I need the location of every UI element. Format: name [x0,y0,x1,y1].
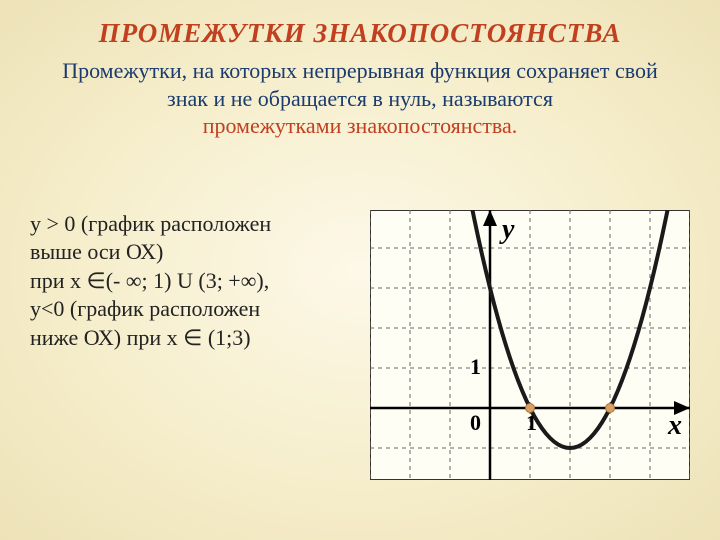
origin-label: 0 [470,410,481,436]
root-dot [605,403,615,413]
body-row: у > 0 (график расположен выше оси ОХ) пр… [0,210,720,480]
definition-line1: Промежутки, на которых непрерывная функц… [62,58,658,83]
x-tick-1: 1 [526,410,537,436]
chart-container: у х 1 0 1 [330,210,690,480]
definition-block: Промежутки, на которых непрерывная функц… [0,57,720,140]
definition-highlight: промежутками знакопостоянства. [203,113,518,138]
cond-line4: у<0 (график расположен [30,296,260,321]
page-title: ПРОМЕЖУТКИ ЗНАКОПОСТОЯНСТВА [0,0,720,49]
root-dot [525,403,535,413]
cond-line3: при х ∈(- ∞; 1) U (3; +∞), [30,268,269,293]
cond-line2: выше оси ОХ) [30,239,163,264]
parabola-chart: у х 1 0 1 [370,210,690,480]
conditions-text: у > 0 (график расположен выше оси ОХ) пр… [30,210,330,353]
y-axis-label: у [502,214,514,246]
cond-line5: ниже ОХ) при х ∈ (1;3) [30,325,251,350]
y-tick-1: 1 [470,354,481,380]
cond-line1: у > 0 (график расположен [30,211,271,236]
chart-svg [370,210,690,480]
x-axis-label: х [668,410,682,442]
definition-line2: знак и не обращается в нуль, называются [167,86,553,111]
